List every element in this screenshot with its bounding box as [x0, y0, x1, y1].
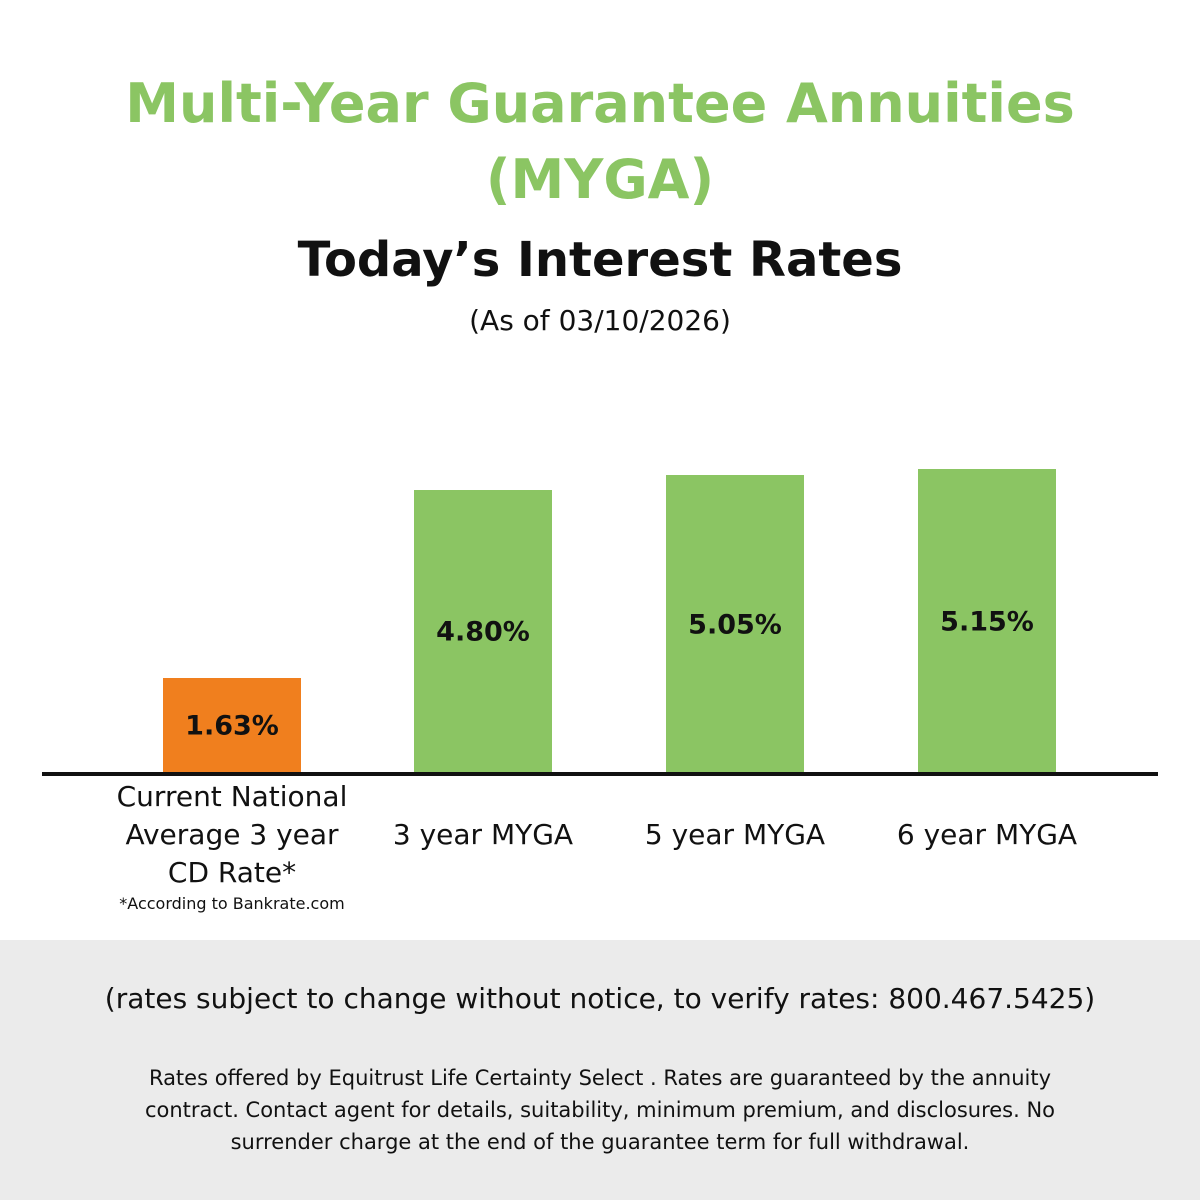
footnote: *According to Bankrate.com — [119, 894, 345, 913]
bar — [163, 677, 301, 774]
data-label: 5.15% — [940, 606, 1034, 638]
disclaimer: Rates offered by Equitrust Life Certaint… — [144, 1066, 1056, 1154]
data-label: 5.05% — [688, 609, 782, 641]
bar — [666, 475, 804, 774]
chart-subtitle: Today’s Interest Rates — [297, 232, 903, 288]
data-label: 1.63% — [185, 710, 279, 742]
footer-note: (rates subject to change without notice,… — [104, 982, 1096, 1015]
category-label: Current National Average 3 year CD Rate* — [116, 780, 348, 889]
data-label: 4.80% — [436, 616, 530, 648]
chart-title: Multi-Year Guarantee Annuities (MYGA) — [125, 72, 1075, 211]
category-label: 6 year MYGA — [896, 818, 1078, 851]
footer-panel — [0, 940, 1200, 1200]
baseline — [42, 772, 1158, 776]
bar — [918, 469, 1056, 774]
category-label: 3 year MYGA — [392, 818, 574, 851]
category-label: 5 year MYGA — [644, 818, 826, 851]
date-note: (As of 03/10/2026) — [469, 304, 731, 337]
bar — [414, 489, 552, 774]
